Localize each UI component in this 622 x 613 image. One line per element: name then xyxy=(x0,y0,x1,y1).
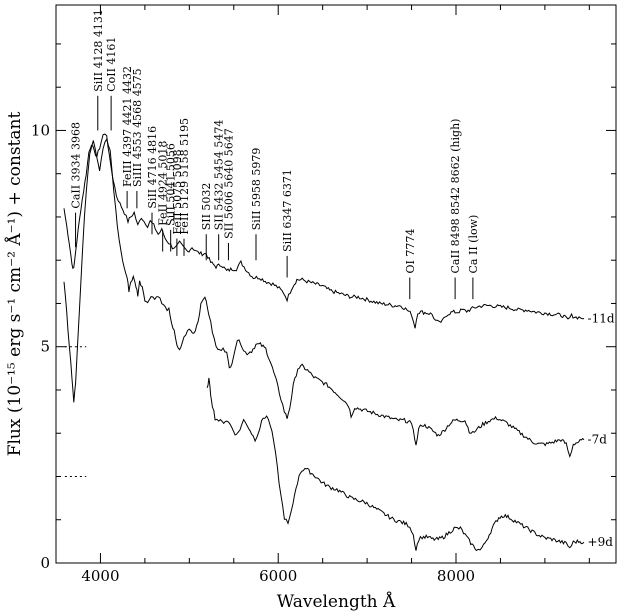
line-id-label: CoII 4161 xyxy=(105,37,118,92)
x-tick-label: 8000 xyxy=(437,567,475,585)
line-id-label: SiII 4716 4816 xyxy=(146,126,159,209)
line-id-label: SiII 4128 4131 xyxy=(92,9,105,92)
line-id-label: SiIII 4553 4568 4575 xyxy=(131,68,144,187)
line-id-label: FeIII 4397 4421 4432 xyxy=(121,66,134,187)
epoch-label: +9d xyxy=(588,535,614,549)
line-id-label: SiII 6347 6371 xyxy=(281,169,294,252)
epoch-label: -7d xyxy=(588,433,608,447)
epoch-label: -11d xyxy=(588,312,615,326)
line-id-label: OI 7774 xyxy=(404,229,417,274)
y-axis-label: Flux (10⁻¹⁵ erg s⁻¹ cm⁻² Å⁻¹) + constant xyxy=(4,112,25,457)
line-id-label: SiII 5958 5979 xyxy=(250,148,263,231)
line-id-label: SII 5606 5640 5647 xyxy=(222,128,235,239)
line-id-label: CaII 3934 3968 xyxy=(70,122,83,209)
x-tick-label: 4000 xyxy=(81,567,119,585)
line-id-label: FeII 5075 5098 xyxy=(171,149,184,234)
y-tick-labels: 0 5 10 xyxy=(31,121,50,572)
spectrum-line-9d xyxy=(206,377,585,552)
line-id-label: FeII 4924 5018 xyxy=(157,141,170,226)
y-tick-label: 10 xyxy=(31,121,50,139)
zero-levels xyxy=(64,346,87,477)
axis-ticks xyxy=(55,5,616,564)
line-id-label: SiII 5041 5056 xyxy=(165,143,178,226)
x-tick-label: 6000 xyxy=(259,567,297,585)
line-id-label: SII 5432 5454 5474 xyxy=(213,120,226,231)
x-axis-label: Wavelength Å xyxy=(277,591,396,612)
epoch-labels: -11d -7d +9d xyxy=(588,312,615,550)
y-tick-label: 0 xyxy=(40,554,50,572)
spectrum-line-11d xyxy=(63,133,585,329)
x-tick-labels: 4000 6000 8000 xyxy=(81,567,475,585)
plot-frame xyxy=(55,4,617,564)
line-id-label: SII 5032 xyxy=(200,183,213,231)
line-id-label: FeII 5129 5158 5195 xyxy=(178,118,191,235)
spectrum-line-7d xyxy=(63,137,585,459)
y-tick-label: 5 xyxy=(40,338,50,356)
spectra-series xyxy=(63,133,585,552)
line-id-label: CaII 8498 8542 8662 (high) xyxy=(449,119,462,274)
line-id-label: Ca II (low) xyxy=(467,215,480,274)
